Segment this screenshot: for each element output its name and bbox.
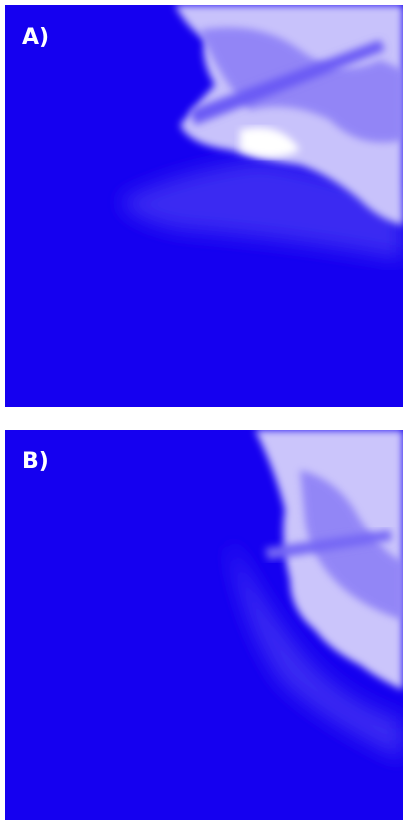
panel-label: B) bbox=[22, 449, 49, 474]
panel-label: A) bbox=[22, 25, 49, 50]
figure: A) B) bbox=[0, 0, 403, 820]
panel-b: B) bbox=[5, 430, 403, 820]
page: A) B) (() => { const data = JSON.parse(d… bbox=[0, 0, 403, 820]
panel-a: A) bbox=[5, 5, 403, 407]
